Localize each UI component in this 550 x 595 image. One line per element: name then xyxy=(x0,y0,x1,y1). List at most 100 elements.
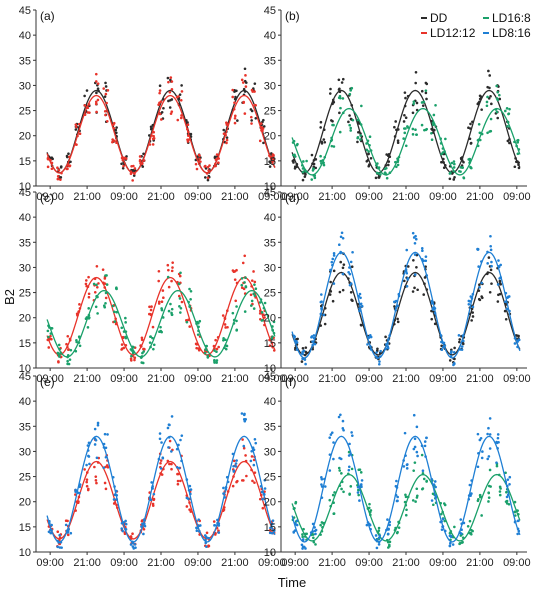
data-point xyxy=(416,494,419,498)
data-point xyxy=(143,348,146,351)
data-point xyxy=(234,465,238,468)
x-tick-label: 09:00 xyxy=(110,373,138,385)
data-point xyxy=(360,324,363,327)
data-point xyxy=(271,335,274,338)
data-point xyxy=(232,459,236,463)
data-point xyxy=(413,445,417,449)
data-point xyxy=(152,343,156,347)
data-point xyxy=(406,265,410,268)
x-tick-label: 21:00 xyxy=(466,373,494,385)
data-point xyxy=(77,122,81,126)
data-point xyxy=(105,101,108,105)
data-point xyxy=(124,321,127,324)
data-point xyxy=(453,162,456,166)
data-point xyxy=(171,266,174,269)
data-point xyxy=(129,543,133,546)
data-point xyxy=(161,456,165,460)
data-point xyxy=(168,423,171,427)
data-point xyxy=(253,437,257,441)
data-point xyxy=(131,168,135,172)
data-point xyxy=(300,360,304,363)
data-point xyxy=(149,308,153,312)
data-point xyxy=(468,300,472,303)
x-tick-label: 21:00 xyxy=(221,373,249,385)
data-point xyxy=(478,131,482,135)
data-point xyxy=(414,81,418,85)
data-point xyxy=(503,309,507,313)
data-point xyxy=(490,102,493,106)
data-point xyxy=(422,293,426,296)
data-point xyxy=(412,258,415,262)
data-point xyxy=(179,116,183,120)
data-point xyxy=(115,310,119,314)
data-point xyxy=(452,160,456,163)
data-point xyxy=(254,116,258,120)
data-point xyxy=(460,348,464,351)
data-point xyxy=(141,165,145,168)
y-tick-label: 25 xyxy=(19,472,31,484)
data-point xyxy=(271,519,275,522)
data-point xyxy=(168,90,172,94)
data-point xyxy=(96,82,100,85)
data-point xyxy=(168,462,171,466)
x-tick-label: 21:00 xyxy=(73,191,101,203)
data-point xyxy=(259,122,263,125)
data-point xyxy=(142,152,145,156)
data-point xyxy=(440,348,444,351)
data-point xyxy=(433,480,437,483)
data-point xyxy=(312,536,315,540)
data-point xyxy=(170,110,174,113)
data-point xyxy=(111,304,115,308)
data-point xyxy=(356,135,360,139)
legend-item: LD8:16 xyxy=(483,26,531,40)
data-point xyxy=(367,335,371,339)
data-point xyxy=(480,281,484,285)
data-point xyxy=(253,90,256,93)
data-point xyxy=(387,527,390,531)
data-point xyxy=(369,335,373,339)
data-point xyxy=(471,305,475,309)
data-point xyxy=(506,125,509,128)
data-point xyxy=(160,308,164,312)
data-point xyxy=(122,164,125,168)
data-point xyxy=(235,305,238,308)
data-point xyxy=(222,337,225,340)
data-point xyxy=(133,167,137,170)
data-point xyxy=(96,285,99,289)
data-point xyxy=(356,491,360,494)
data-point xyxy=(231,484,235,488)
data-point xyxy=(176,118,180,122)
data-point xyxy=(490,282,493,285)
data-point xyxy=(87,275,90,279)
data-point xyxy=(121,166,125,170)
data-point xyxy=(347,120,350,124)
data-point xyxy=(85,463,88,467)
data-point xyxy=(486,131,489,135)
data-point xyxy=(159,329,163,333)
data-point xyxy=(514,514,517,517)
data-point xyxy=(313,342,317,346)
data-point xyxy=(249,293,253,297)
data-point xyxy=(188,508,191,511)
data-point xyxy=(103,432,107,436)
data-point xyxy=(430,131,433,135)
data-point xyxy=(150,481,153,484)
data-point xyxy=(358,292,362,296)
data-point xyxy=(160,110,164,114)
data-point xyxy=(359,302,363,306)
data-point xyxy=(133,356,136,359)
data-point xyxy=(379,173,382,176)
legend-item: LD16:8 xyxy=(483,11,531,25)
y-tick-label: 10 xyxy=(19,181,31,193)
data-point xyxy=(468,483,472,487)
fit-curve-ld8-16 xyxy=(291,251,521,359)
data-point xyxy=(231,95,235,99)
data-point xyxy=(301,352,304,356)
data-point xyxy=(152,497,156,501)
data-point xyxy=(140,519,144,523)
data-point xyxy=(431,308,435,311)
data-point xyxy=(487,69,490,73)
data-point xyxy=(374,534,378,537)
data-point xyxy=(384,335,387,339)
x-tick-label: 09:00 xyxy=(429,373,457,385)
